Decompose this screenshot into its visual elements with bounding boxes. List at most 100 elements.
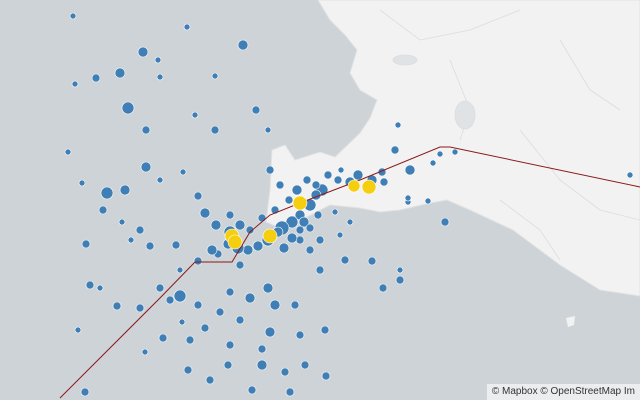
earthquake-marker[interactable] (396, 266, 404, 274)
earthquake-marker[interactable] (286, 232, 298, 244)
earthquake-marker[interactable] (269, 299, 281, 311)
earthquake-marker[interactable] (394, 121, 402, 129)
earthquake-marker[interactable] (321, 371, 331, 381)
earthquake-marker[interactable] (237, 39, 249, 51)
earthquake-marker[interactable] (112, 301, 122, 311)
earthquake-marker[interactable] (145, 241, 155, 251)
earthquake-marker[interactable] (284, 195, 294, 205)
earthquake-marker[interactable] (156, 73, 164, 81)
earthquake-marker[interactable] (331, 208, 339, 216)
earthquake-marker[interactable] (69, 12, 77, 20)
earthquake-marker[interactable] (285, 387, 295, 397)
earthquake-marker[interactable] (404, 194, 412, 202)
earthquake-marker[interactable] (81, 239, 91, 249)
earthquake-marker[interactable] (193, 191, 203, 201)
earthquake-marker[interactable] (337, 166, 345, 174)
earthquake-marker[interactable] (626, 171, 634, 179)
earthquake-marker[interactable] (155, 283, 165, 293)
earthquake-marker[interactable] (185, 335, 195, 345)
earthquake-marker[interactable] (127, 236, 135, 244)
earthquake-marker[interactable] (119, 184, 131, 196)
earthquake-marker[interactable] (264, 126, 272, 134)
earthquake-marker[interactable] (265, 165, 275, 175)
osm-attribution-link[interactable]: © OpenStreetMap (540, 386, 622, 397)
earthquake-marker[interactable] (205, 375, 215, 385)
earthquake-marker[interactable] (275, 180, 285, 190)
earthquake-marker[interactable] (257, 213, 267, 223)
earthquake-marker[interactable] (290, 300, 300, 310)
earthquake-marker[interactable] (242, 244, 254, 256)
earthquake-marker[interactable] (305, 245, 315, 255)
earthquake-marker[interactable] (154, 56, 162, 64)
earthquake-marker[interactable] (352, 169, 364, 181)
earthquake-marker[interactable] (215, 307, 225, 317)
earthquake-marker[interactable] (98, 205, 108, 215)
earthquake-marker[interactable] (424, 197, 432, 205)
earthquake-marker[interactable] (340, 255, 350, 265)
earthquake-marker[interactable] (251, 105, 261, 115)
earthquake-marker[interactable] (336, 231, 344, 239)
earthquake-marker[interactable] (225, 210, 235, 220)
earthquake-marker[interactable] (199, 207, 211, 219)
earthquake-marker[interactable] (379, 177, 389, 187)
earthquake-marker[interactable] (74, 326, 82, 334)
earthquake-marker[interactable] (71, 80, 79, 88)
earthquake-marker[interactable] (247, 385, 257, 395)
earthquake-marker[interactable] (235, 315, 245, 325)
earthquake-marker[interactable] (156, 176, 164, 184)
large-earthquake-marker[interactable] (347, 179, 361, 193)
earthquake-marker[interactable] (323, 170, 333, 180)
earthquake-marker[interactable] (183, 365, 193, 375)
earthquake-marker[interactable] (295, 225, 305, 235)
earthquake-marker[interactable] (135, 225, 145, 235)
earthquake-marker[interactable] (367, 256, 377, 266)
earthquake-marker[interactable] (210, 219, 222, 231)
improve-map-link[interactable]: Im (623, 386, 635, 397)
earthquake-marker[interactable] (225, 340, 235, 350)
earthquake-marker[interactable] (211, 72, 219, 80)
earthquake-marker[interactable] (262, 282, 274, 294)
earthquake-marker[interactable] (85, 280, 95, 290)
earthquake-marker[interactable] (451, 148, 459, 156)
earthquake-marker[interactable] (235, 260, 245, 270)
earthquake-marker[interactable] (210, 125, 220, 135)
earthquake-marker[interactable] (313, 210, 323, 220)
earthquake-marker[interactable] (252, 240, 264, 252)
earthquake-marker[interactable] (165, 295, 175, 305)
earthquake-marker[interactable] (315, 235, 325, 245)
earthquake-marker[interactable] (378, 283, 388, 293)
earthquake-marker[interactable] (178, 318, 186, 326)
earthquake-marker[interactable] (295, 330, 305, 340)
earthquake-marker[interactable] (280, 367, 290, 377)
earthquake-marker[interactable] (78, 179, 86, 187)
earthquake-marker[interactable] (436, 150, 444, 158)
large-earthquake-marker[interactable] (361, 179, 377, 195)
earthquake-marker[interactable] (315, 265, 325, 275)
earthquake-marker[interactable] (171, 240, 181, 250)
large-earthquake-marker[interactable] (292, 195, 308, 211)
earthquake-marker[interactable] (278, 242, 290, 254)
earthquake-marker[interactable] (137, 46, 149, 58)
earthquake-marker[interactable] (333, 175, 343, 185)
earthquake-marker[interactable] (300, 360, 310, 370)
earthquake-marker[interactable] (404, 164, 416, 176)
earthquake-marker[interactable] (64, 148, 72, 156)
earthquake-marker[interactable] (264, 326, 276, 338)
earthquake-marker[interactable] (135, 303, 145, 313)
earthquake-marker[interactable] (225, 287, 235, 297)
earthquake-marker[interactable] (395, 275, 405, 285)
earthquake-marker[interactable] (121, 101, 135, 115)
earthquake-marker[interactable] (183, 23, 191, 31)
large-earthquake-marker[interactable] (262, 228, 278, 244)
earthquake-marker[interactable] (440, 217, 450, 227)
earthquake-marker[interactable] (305, 223, 315, 233)
earthquake-marker[interactable] (302, 175, 312, 185)
earthquake-marker[interactable] (141, 348, 149, 356)
earthquake-marker[interactable] (91, 73, 101, 83)
earthquake-marker[interactable] (206, 244, 218, 256)
earthquake-marker[interactable] (141, 125, 151, 135)
earthquake-marker[interactable] (320, 325, 330, 335)
large-earthquake-marker[interactable] (227, 234, 243, 250)
earthquake-marker[interactable] (96, 284, 104, 292)
